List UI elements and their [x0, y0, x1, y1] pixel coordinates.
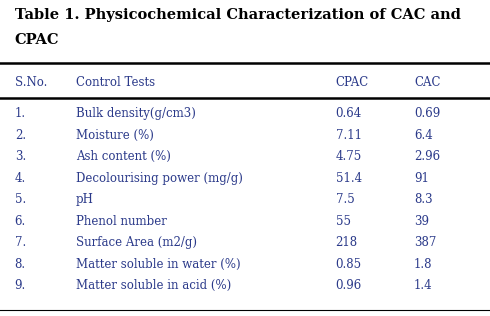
Text: 7.5: 7.5	[336, 193, 354, 206]
Text: 0.96: 0.96	[336, 279, 362, 292]
Text: 6.: 6.	[15, 215, 26, 228]
Text: 0.64: 0.64	[336, 107, 362, 120]
Text: Table 1. Physicochemical Characterization of CAC and: Table 1. Physicochemical Characterizatio…	[15, 8, 461, 22]
Text: 5.: 5.	[15, 193, 26, 206]
Text: 1.: 1.	[15, 107, 26, 120]
Text: 4.: 4.	[15, 172, 26, 185]
Text: Decolourising power (mg/g): Decolourising power (mg/g)	[76, 172, 243, 185]
Text: 3.: 3.	[15, 150, 26, 163]
Text: 218: 218	[336, 236, 358, 249]
Text: S.No.: S.No.	[15, 76, 47, 89]
Text: Ash content (%): Ash content (%)	[76, 150, 171, 163]
Text: 1.8: 1.8	[414, 258, 433, 271]
Text: 4.75: 4.75	[336, 150, 362, 163]
Text: 387: 387	[414, 236, 437, 249]
Text: CAC: CAC	[414, 76, 441, 89]
Text: 7.: 7.	[15, 236, 26, 249]
Text: 1.4: 1.4	[414, 279, 433, 292]
Text: 9.: 9.	[15, 279, 26, 292]
Text: 55: 55	[336, 215, 351, 228]
Text: 91: 91	[414, 172, 429, 185]
Text: 51.4: 51.4	[336, 172, 362, 185]
Text: 7.11: 7.11	[336, 129, 362, 142]
Text: 2.: 2.	[15, 129, 26, 142]
Text: 6.4: 6.4	[414, 129, 433, 142]
Text: 8.: 8.	[15, 258, 26, 271]
Text: pH: pH	[76, 193, 94, 206]
Text: Matter soluble in water (%): Matter soluble in water (%)	[76, 258, 241, 271]
Text: Phenol number: Phenol number	[76, 215, 167, 228]
Text: CPAC: CPAC	[336, 76, 369, 89]
Text: CPAC: CPAC	[15, 33, 59, 47]
Text: Surface Area (m2/g): Surface Area (m2/g)	[76, 236, 197, 249]
Text: 8.3: 8.3	[414, 193, 433, 206]
Text: Moisture (%): Moisture (%)	[76, 129, 154, 142]
Text: 39: 39	[414, 215, 429, 228]
Text: Bulk density(g/cm3): Bulk density(g/cm3)	[76, 107, 196, 120]
Text: 0.85: 0.85	[336, 258, 362, 271]
Text: Matter soluble in acid (%): Matter soluble in acid (%)	[76, 279, 231, 292]
Text: Control Tests: Control Tests	[76, 76, 155, 89]
Text: 2.96: 2.96	[414, 150, 440, 163]
Text: 0.69: 0.69	[414, 107, 441, 120]
